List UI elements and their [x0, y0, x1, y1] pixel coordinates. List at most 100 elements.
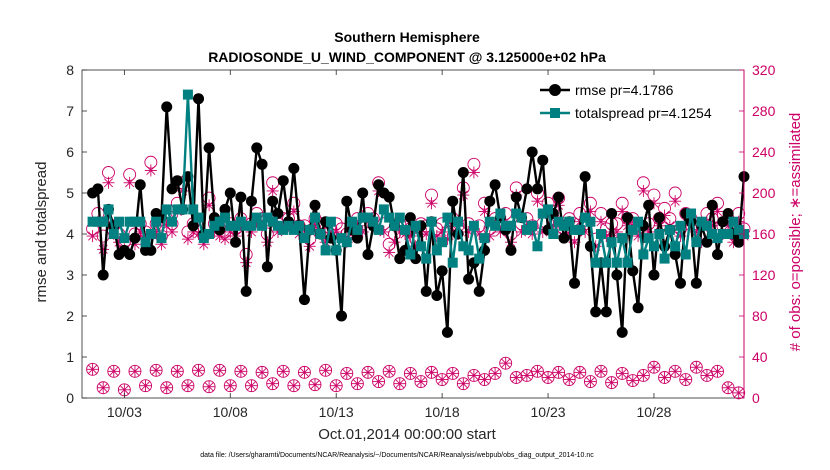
totalspread-point	[172, 204, 183, 215]
rmse-point	[277, 175, 289, 187]
assimilated-point	[128, 365, 141, 378]
totalspread-point	[442, 212, 453, 223]
assimilated-point	[383, 365, 396, 378]
totalspread-point	[505, 220, 516, 231]
totalspread-point	[680, 249, 691, 260]
totalspread-point	[161, 204, 172, 215]
totalspread-point	[225, 220, 236, 231]
totalspread-point	[585, 216, 596, 227]
totalspread-point	[294, 220, 305, 231]
totalspread-point	[177, 204, 188, 215]
chart-title: Southern Hemisphere	[334, 29, 480, 45]
totalspread-point	[400, 224, 411, 235]
rmse-point	[590, 306, 602, 318]
assimilated-point	[711, 365, 724, 378]
totalspread-point	[490, 220, 501, 231]
totalspread-point	[447, 257, 458, 268]
assimilated-point	[542, 371, 555, 384]
rmse-point	[251, 142, 263, 154]
totalspread-point	[484, 216, 495, 227]
rmse-point	[336, 310, 348, 322]
y-tick-label-left: 6	[66, 144, 74, 160]
rmse-point	[341, 195, 353, 207]
rmse-point	[632, 302, 644, 314]
totalspread-point	[527, 220, 538, 231]
rmse-point	[521, 183, 533, 195]
totalspread-point	[659, 253, 670, 264]
y-tick-label-right: 80	[752, 308, 768, 324]
totalspread-point	[500, 220, 511, 231]
assimilated-point	[499, 357, 512, 370]
assimilated-point	[234, 365, 247, 378]
totalspread-point	[564, 216, 575, 227]
assimilated-point	[489, 367, 502, 380]
totalspread-point	[156, 233, 167, 244]
totalspread-point	[553, 216, 564, 227]
totalspread-point	[299, 233, 310, 244]
assimilated-point	[203, 380, 216, 393]
rmse-point	[256, 158, 268, 170]
totalspread-point	[378, 204, 389, 215]
rmse-point	[92, 183, 104, 195]
y-axis-right: 0 40 80 120 160 200 240 280 320	[739, 62, 776, 406]
rmse-point	[245, 195, 257, 207]
assimilated-point	[139, 379, 152, 392]
assimilated-point	[330, 379, 343, 392]
rmse-point	[669, 249, 681, 260]
totalspread-point	[431, 245, 442, 256]
totalspread-point	[686, 208, 697, 219]
rmse-point	[526, 146, 538, 158]
assimilated-point	[616, 367, 629, 380]
totalspread-point	[193, 212, 204, 223]
totalspread-point	[495, 208, 506, 219]
rmse-point	[463, 273, 475, 285]
rmse-point	[230, 236, 242, 248]
totalspread-point	[336, 233, 347, 244]
rmse-point	[505, 244, 517, 256]
assimilated-point	[192, 364, 205, 377]
rmse-point	[431, 290, 443, 301]
rmse-point	[712, 249, 724, 260]
totalspread-point	[733, 224, 744, 235]
totalspread-point	[474, 253, 485, 264]
assimilated-point	[446, 367, 459, 380]
assimilated-point	[171, 365, 184, 378]
y-tick-label-left: 0	[66, 390, 74, 406]
totalspread-point	[723, 229, 734, 239]
rmse-point	[537, 154, 549, 166]
y-tick-label-left: 4	[66, 226, 74, 242]
assimilated-point	[679, 373, 692, 386]
assimilated-point	[351, 377, 364, 390]
totalspread-point	[410, 220, 421, 231]
assimilated-point	[510, 371, 523, 384]
assimilated-point	[383, 246, 396, 259]
rmse-point	[473, 285, 485, 297]
rmse-point	[298, 294, 310, 306]
rmse-point	[690, 277, 702, 289]
totalspread-point	[421, 253, 432, 264]
y-axis-label-right: # of obs: o=possible; ∗=assimilated	[787, 113, 804, 352]
assimilated-point	[425, 366, 438, 379]
assimilated-point	[573, 366, 586, 379]
totalspread-point	[701, 220, 712, 231]
assimilated-point	[218, 233, 231, 246]
legend: rmse pr=4.1786 totalspread pr=4.1254	[536, 78, 726, 124]
totalspread-point	[601, 257, 612, 268]
totalspread-point	[670, 241, 681, 252]
totalspread-point	[691, 237, 702, 248]
rmse-point	[510, 191, 522, 203]
totalspread-point	[219, 212, 230, 223]
totalspread-point	[325, 216, 336, 227]
totalspread-point	[468, 220, 479, 231]
totalspread-point	[373, 224, 384, 235]
totalspread-point	[140, 237, 151, 248]
assimilated-point	[690, 361, 703, 374]
assimilated-point	[309, 378, 322, 391]
assimilated-point	[478, 373, 491, 386]
rmse-point	[579, 171, 591, 183]
totalspread-point	[114, 216, 125, 227]
assimilated-point	[123, 176, 136, 189]
rmse-point	[457, 167, 469, 178]
y-tick-label-right: 120	[752, 267, 776, 283]
totalspread-point	[696, 216, 707, 227]
